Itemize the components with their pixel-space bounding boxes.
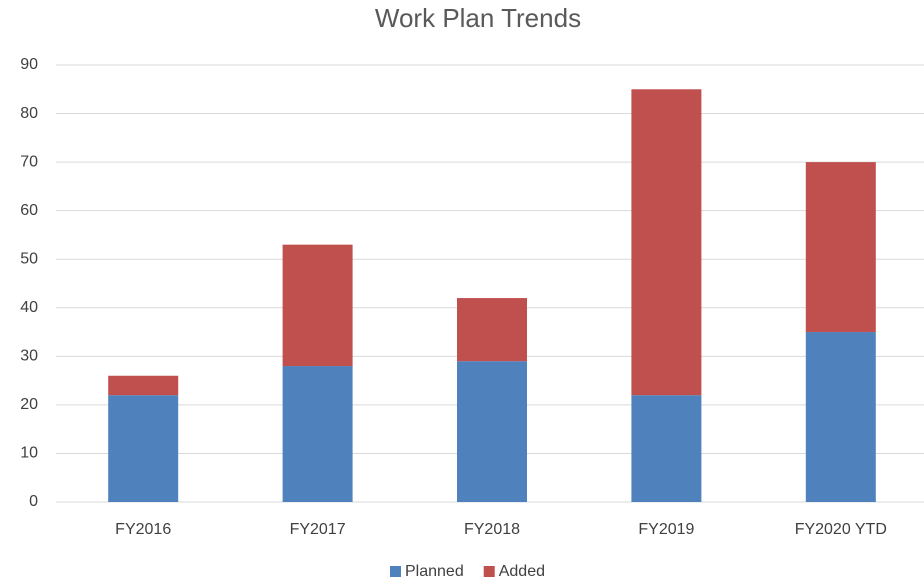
x-tick-label: FY2017 (290, 521, 346, 538)
bar-segment (282, 366, 353, 502)
y-tick-label: 20 (20, 396, 38, 413)
y-tick-label: 60 (20, 202, 38, 219)
bar-segment (631, 89, 702, 396)
y-tick-label: 70 (20, 153, 38, 170)
bar-segment (108, 375, 179, 396)
x-tick-label: FY2020 YTD (795, 521, 887, 538)
y-tick-label: 50 (20, 250, 38, 267)
legend-label: Added (499, 563, 545, 580)
x-tick-label: FY2019 (638, 521, 694, 538)
x-tick-label: FY2018 (464, 521, 520, 538)
y-tick-label: 30 (20, 348, 38, 365)
y-tick-label: 10 (20, 445, 38, 462)
x-tick-label: FY2016 (115, 521, 171, 538)
y-tick-label: 90 (20, 56, 38, 73)
bar-segment (282, 244, 353, 367)
bar-segment (457, 298, 527, 362)
bar-segment (631, 395, 702, 502)
bar-segment (805, 162, 876, 333)
legend-label: Planned (405, 563, 464, 580)
y-tick-label: 80 (20, 105, 38, 122)
y-tick-label: 40 (20, 299, 38, 316)
bar-segment (108, 395, 179, 502)
legend-swatch (483, 566, 495, 577)
legend-swatch (390, 566, 401, 577)
bar-segment (457, 361, 527, 502)
chart-title: Work Plan Trends (375, 3, 581, 33)
y-tick-label: 0 (29, 493, 38, 510)
bar-segment (805, 332, 876, 502)
